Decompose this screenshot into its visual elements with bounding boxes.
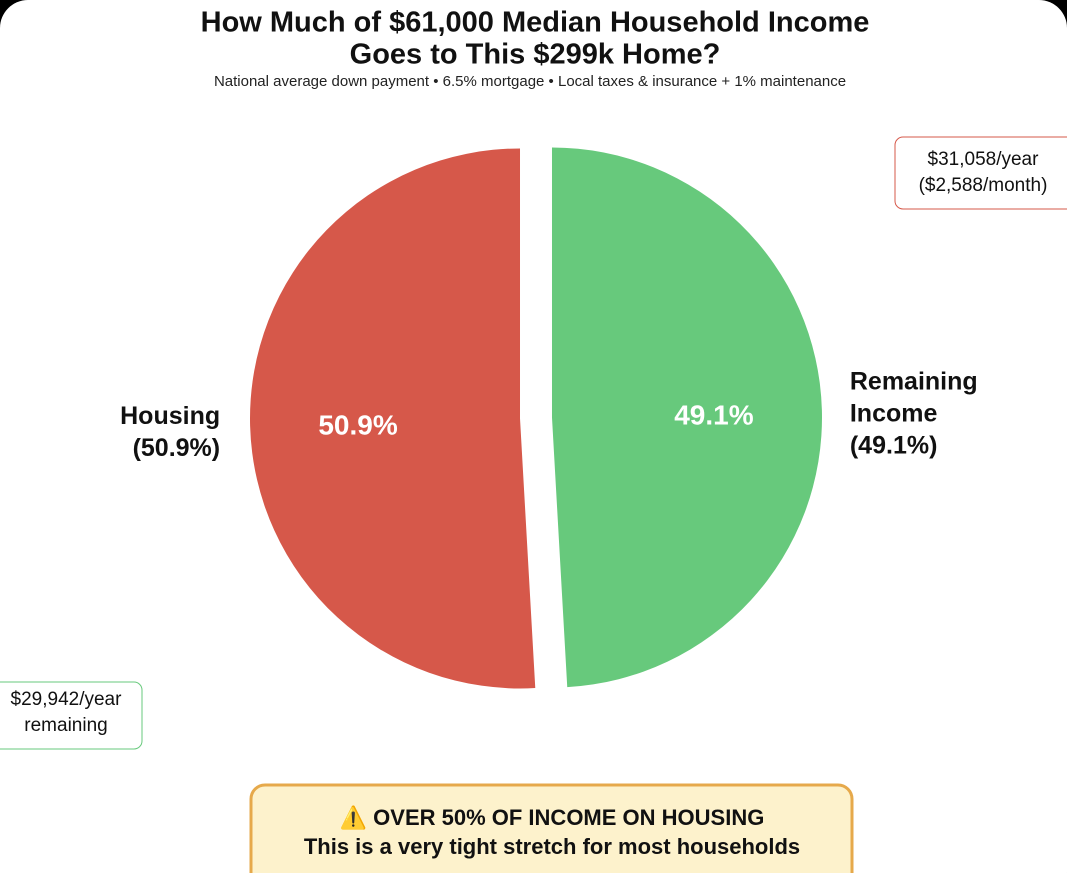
annotation-box (0, 681, 143, 750)
category-label: Housing (120, 402, 220, 430)
category-label: (49.1%) (850, 431, 938, 459)
value-label: 49.1% (674, 399, 753, 430)
annotation: ($2,588/month) (919, 175, 1048, 196)
annotation-box (894, 136, 1067, 210)
pie-slice (551, 147, 822, 688)
annotation: $31,058/year (928, 149, 1040, 170)
chart-title: Goes to This $299k Home? (350, 39, 721, 71)
chart-title: How Much of $61,000 Median Household Inc… (201, 7, 870, 39)
value-label: 50.9% (318, 409, 397, 440)
pie-slice (250, 148, 536, 689)
category-label: Income (850, 399, 938, 427)
category-label: (50.9%) (133, 434, 221, 462)
annotation: $29,942/year (11, 689, 123, 710)
category-label: Remaining (850, 367, 978, 395)
warning-box (249, 783, 854, 873)
warning-text: ⚠️ OVER 50% OF INCOME ON HOUSING (340, 805, 765, 830)
annotation: remaining (24, 715, 107, 736)
chart-subtitle: National average down payment • 6.5% mor… (214, 73, 846, 90)
warning-text: This is a very tight stretch for most ho… (304, 834, 800, 859)
